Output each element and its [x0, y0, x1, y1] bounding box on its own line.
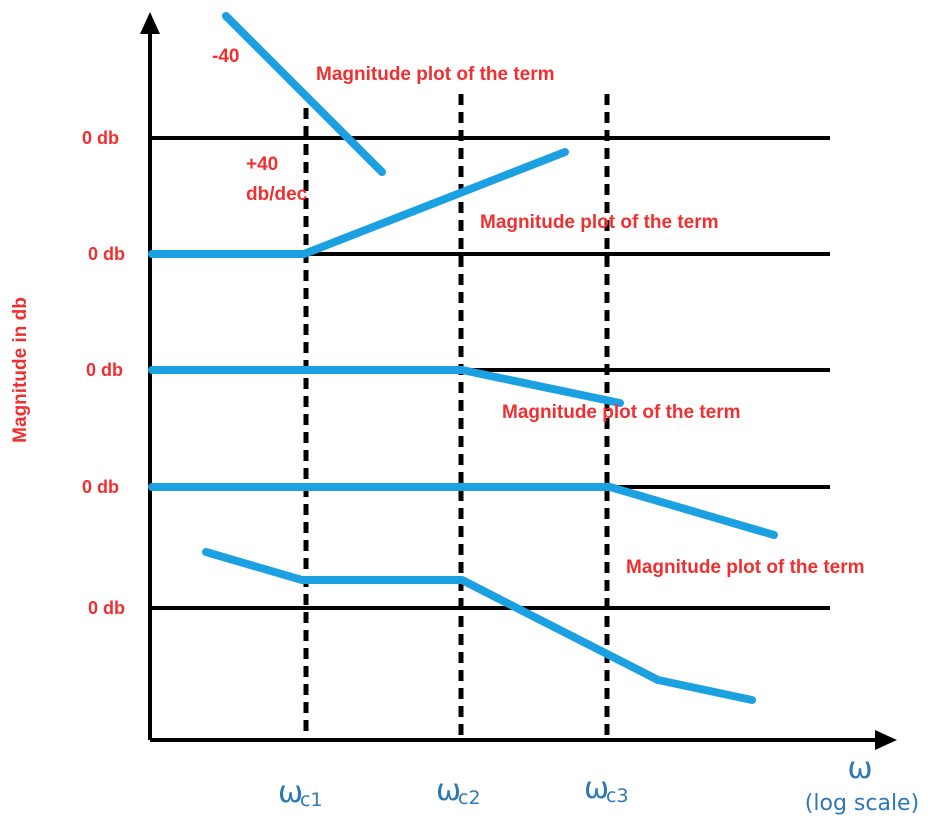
- corner-sub-c2: c2: [458, 787, 481, 809]
- curve-minus-40: [222, 12, 386, 176]
- corner-sub-c3: c3: [606, 785, 629, 807]
- curve-combined: [202, 548, 756, 704]
- term-label-3: Magnitude plot of the term: [502, 402, 741, 423]
- db-label-5: 0 db: [88, 598, 125, 618]
- corner-symbol-c1: ω: [278, 775, 303, 810]
- slope-unit-label: db/dec: [246, 184, 308, 205]
- x-axis-arrowhead: [875, 730, 897, 750]
- term-label-1: Magnitude plot of the term: [316, 64, 555, 85]
- corner-label-c2: ω c2: [436, 773, 481, 809]
- corner-sub-c1: c1: [300, 789, 323, 811]
- slope-minus-40-label: -40: [212, 46, 239, 67]
- db-label-1: 0 db: [82, 128, 119, 148]
- db-label-3: 0 db: [86, 360, 123, 380]
- term-label-2: Magnitude plot of the term: [480, 212, 719, 233]
- x-axis-symbol: ω: [847, 751, 872, 786]
- corner-symbol-c3: ω: [584, 771, 609, 806]
- corner-label-c3: ω c3: [584, 771, 629, 807]
- curve-pole-c2: [148, 366, 624, 407]
- y-axis-arrowhead: [140, 12, 160, 34]
- x-axis-note: (log scale): [805, 791, 919, 816]
- curve-pole-c3: [148, 483, 778, 539]
- db-label-2: 0 db: [88, 244, 125, 264]
- db-label-4: 0 db: [82, 477, 119, 497]
- y-axis-label: Magnitude in db: [10, 297, 31, 443]
- corner-label-c1: ω c1: [278, 775, 323, 811]
- curve-zero-c1: [148, 148, 569, 258]
- slope-plus-40-label: +40: [246, 154, 278, 175]
- term-label-4: Magnitude plot of the term: [626, 557, 865, 578]
- corner-symbol-c2: ω: [436, 773, 461, 808]
